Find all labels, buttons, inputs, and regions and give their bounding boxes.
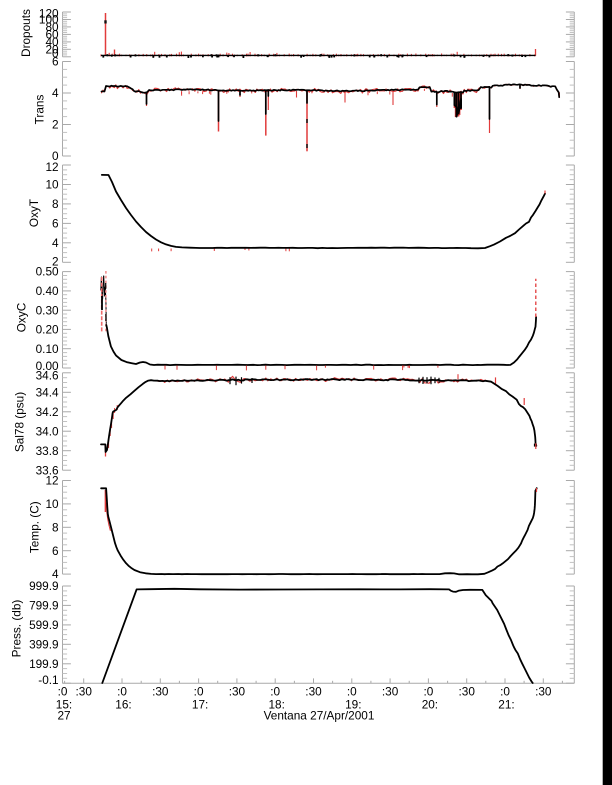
svg-text::30: :30 <box>152 684 169 698</box>
svg-text:2: 2 <box>52 255 59 269</box>
svg-text:Trans: Trans <box>33 95 47 125</box>
svg-text:6: 6 <box>52 544 59 558</box>
svg-text:799.9: 799.9 <box>29 599 59 613</box>
svg-text:Sal78 (psu): Sal78 (psu) <box>13 392 27 452</box>
svg-text:34.2: 34.2 <box>36 405 59 419</box>
svg-text:0.30: 0.30 <box>36 303 59 317</box>
svg-text:Ventana 27/Apr/2001: Ventana 27/Apr/2001 <box>264 709 375 723</box>
svg-text:199.9: 199.9 <box>29 657 59 671</box>
svg-text:33.6: 33.6 <box>36 463 59 477</box>
svg-text:100: 100 <box>39 13 59 27</box>
svg-text:6: 6 <box>52 55 59 69</box>
svg-text::30: :30 <box>75 684 92 698</box>
svg-text::30: :30 <box>305 684 322 698</box>
svg-text:80: 80 <box>45 20 59 34</box>
svg-text::0: :0 <box>117 684 127 698</box>
svg-text:Temp. (C): Temp. (C) <box>27 501 41 553</box>
svg-text:34.0: 34.0 <box>36 424 59 438</box>
svg-text:0.40: 0.40 <box>36 284 59 298</box>
svg-text:20:: 20: <box>422 697 438 711</box>
svg-text:2: 2 <box>52 118 59 132</box>
svg-text:4: 4 <box>52 236 59 250</box>
svg-text::0: :0 <box>347 684 357 698</box>
svg-text:60: 60 <box>45 28 59 42</box>
svg-text:15:: 15: <box>56 697 72 711</box>
svg-text:12: 12 <box>45 160 58 174</box>
svg-text:399.9: 399.9 <box>29 637 59 651</box>
svg-text::0: :0 <box>500 684 510 698</box>
svg-text:0.10: 0.10 <box>36 342 59 356</box>
svg-text:599.9: 599.9 <box>29 618 59 632</box>
svg-text::30: :30 <box>382 684 399 698</box>
svg-text:0.00: 0.00 <box>36 359 59 373</box>
svg-text:Press. (db): Press. (db) <box>9 600 23 658</box>
svg-text:Dropouts: Dropouts <box>19 9 33 57</box>
svg-text:10: 10 <box>45 178 59 192</box>
svg-text:20: 20 <box>45 42 59 56</box>
svg-text:34.6: 34.6 <box>36 369 59 383</box>
svg-text:0: 0 <box>52 47 59 61</box>
svg-text:17:: 17: <box>192 697 208 711</box>
svg-text::0: :0 <box>194 684 204 698</box>
svg-text::30: :30 <box>458 684 475 698</box>
svg-text:OxyC: OxyC <box>15 302 29 332</box>
svg-text:4: 4 <box>52 567 59 581</box>
svg-text::30: :30 <box>229 684 246 698</box>
svg-text:8: 8 <box>52 520 59 534</box>
svg-text::0: :0 <box>58 684 68 698</box>
svg-text:34.4: 34.4 <box>36 385 59 399</box>
svg-text:18:: 18: <box>268 697 284 711</box>
svg-text:19:: 19: <box>345 697 361 711</box>
svg-text:0.50: 0.50 <box>36 265 59 279</box>
svg-text:-0.1: -0.1 <box>38 673 58 687</box>
svg-text:OxyT: OxyT <box>27 199 41 227</box>
svg-text:10: 10 <box>45 497 59 511</box>
svg-text:21:: 21: <box>498 697 514 711</box>
svg-text:6: 6 <box>52 217 59 231</box>
svg-text:27: 27 <box>57 709 70 723</box>
svg-text:999.9: 999.9 <box>29 579 59 593</box>
svg-text:8: 8 <box>52 197 59 211</box>
svg-text:33.8: 33.8 <box>36 444 59 458</box>
svg-text:0: 0 <box>52 149 59 163</box>
svg-text:0.20: 0.20 <box>36 323 59 337</box>
svg-text:16:: 16: <box>115 697 131 711</box>
svg-text::0: :0 <box>423 684 433 698</box>
svg-text::0: :0 <box>270 684 280 698</box>
svg-text::30: :30 <box>535 684 552 698</box>
svg-text:4: 4 <box>52 86 59 100</box>
svg-text:120: 120 <box>39 7 59 21</box>
svg-text:40: 40 <box>45 35 59 49</box>
svg-text:12: 12 <box>45 474 58 488</box>
